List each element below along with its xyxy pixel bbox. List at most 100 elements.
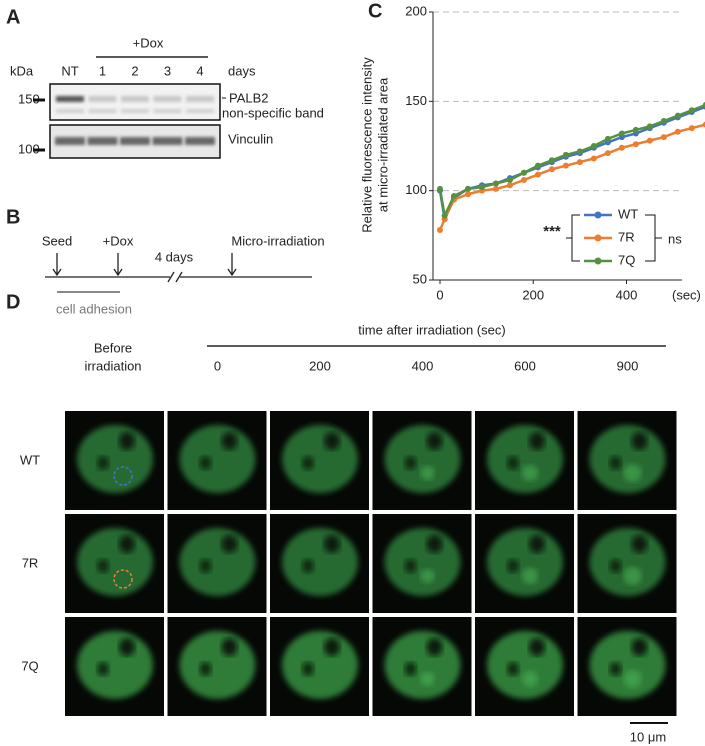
nucleolus xyxy=(119,535,135,553)
band-label: PALB2 xyxy=(229,90,269,105)
data-point xyxy=(702,102,705,108)
nucleolus xyxy=(199,456,212,470)
line-chart: 501001502000200400600800WT7R7Q xyxy=(405,3,705,302)
panel-letter: C xyxy=(368,0,382,22)
irradiation-spot xyxy=(623,567,642,585)
nucleolus xyxy=(631,432,648,450)
image-grid xyxy=(65,411,677,716)
data-point xyxy=(604,135,611,142)
nucleus xyxy=(77,528,153,596)
data-point xyxy=(590,155,597,162)
row-label: WT xyxy=(20,452,40,467)
time-label: 0 xyxy=(214,358,221,373)
y-tick-label: 100 xyxy=(405,182,427,197)
time-label: 400 xyxy=(412,358,434,373)
nucleolus xyxy=(119,432,135,450)
before-label: irradiation xyxy=(84,358,141,373)
data-point xyxy=(632,126,639,133)
data-point xyxy=(450,193,457,200)
nucleus xyxy=(179,631,256,699)
time-label: 900 xyxy=(617,358,639,373)
data-point xyxy=(506,182,513,189)
irradiation-spot xyxy=(522,671,538,687)
nucleolus xyxy=(507,456,519,470)
roi-marker xyxy=(113,569,133,589)
nucleolus xyxy=(97,662,109,676)
nucleus xyxy=(77,425,153,493)
irradiation-spot xyxy=(420,672,435,686)
lane-unit: days xyxy=(228,63,256,78)
irradiation-spot xyxy=(623,464,642,482)
irradiation-spot xyxy=(420,569,435,583)
nucleolus xyxy=(221,432,238,450)
before-label: Before xyxy=(94,340,132,355)
nucleolus xyxy=(529,638,545,656)
data-point xyxy=(576,148,583,155)
data-point xyxy=(548,157,555,164)
band xyxy=(185,137,215,145)
nucleolus xyxy=(199,559,212,573)
nucleolus xyxy=(507,662,519,676)
nucleus xyxy=(487,425,563,493)
time-label: 200 xyxy=(309,358,331,373)
band xyxy=(55,137,85,145)
legend-marker xyxy=(594,234,602,242)
nucleolus xyxy=(609,559,622,573)
data-point xyxy=(464,191,471,198)
kda-label: kDa xyxy=(10,63,34,78)
nucleus xyxy=(179,425,256,493)
nucleus xyxy=(282,528,358,596)
lane-label: 1 xyxy=(99,63,106,78)
significance: ns xyxy=(668,231,682,246)
nucleolus xyxy=(609,456,622,470)
band xyxy=(121,109,149,113)
irradiation-spot xyxy=(420,466,435,480)
band xyxy=(153,96,182,102)
data-point xyxy=(534,171,541,178)
scale-label: 10 μm xyxy=(630,729,666,744)
nucleolus xyxy=(302,662,314,676)
data-point xyxy=(436,226,443,233)
y-axis-label: Relative fluorescence intensity xyxy=(359,57,374,233)
irradiation-spot xyxy=(623,670,642,688)
nucleolus xyxy=(324,535,340,553)
nucleolus xyxy=(631,638,648,656)
irradiation-spot xyxy=(522,465,538,481)
timeline xyxy=(45,253,312,283)
nucleolus xyxy=(324,432,340,450)
band xyxy=(152,137,183,145)
data-point xyxy=(441,212,448,219)
data-point xyxy=(646,137,653,144)
nucleus xyxy=(77,631,153,699)
row-label: 7Q xyxy=(21,658,38,673)
nucleus xyxy=(179,528,256,596)
band xyxy=(56,96,84,102)
data-point xyxy=(590,143,597,149)
marker-label: 150 xyxy=(18,91,40,106)
legend-marker xyxy=(594,257,602,265)
blot-bands xyxy=(55,96,215,145)
step-label: Micro-irradiation xyxy=(231,233,324,248)
x-tick-label: 0 xyxy=(436,287,443,302)
legend-label: 7R xyxy=(618,229,635,244)
nucleolus xyxy=(119,638,135,656)
legend-label: WT xyxy=(618,206,638,221)
nucleus xyxy=(282,631,358,699)
nucleolus xyxy=(529,432,545,450)
y-tick-label: 50 xyxy=(413,271,427,286)
nucleolus xyxy=(426,638,443,656)
band xyxy=(121,96,149,102)
treatment-label: +Dox xyxy=(133,35,164,50)
band-label: Vinculin xyxy=(228,131,273,146)
irradiation-spot xyxy=(522,568,538,584)
nucleolus xyxy=(426,432,443,450)
time-header: time after irradiation (sec) xyxy=(358,322,505,337)
step-label: +Dox xyxy=(103,233,134,248)
nucleus xyxy=(589,425,666,493)
data-point xyxy=(506,176,513,183)
y-tick-label: 150 xyxy=(405,93,427,108)
marker-label: 100 xyxy=(18,141,40,156)
nucleolus xyxy=(302,456,314,470)
band xyxy=(88,96,117,102)
